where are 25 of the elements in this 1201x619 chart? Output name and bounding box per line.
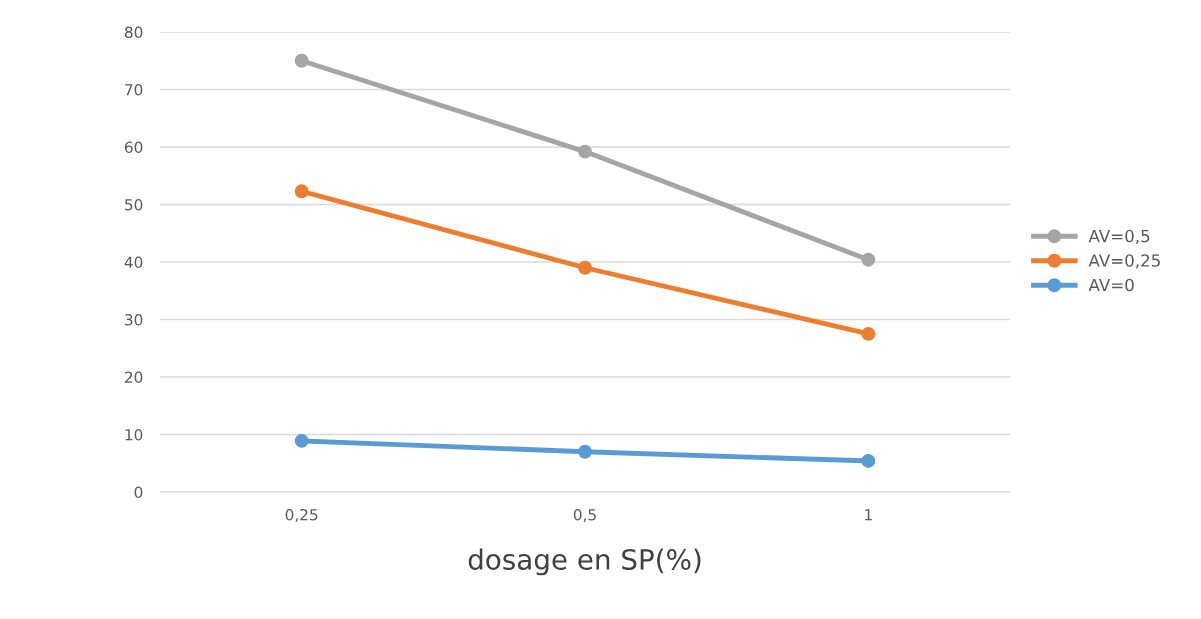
legend-label: AV=0,25 bbox=[1088, 254, 1160, 269]
y-tick-label: 80 bbox=[124, 26, 143, 39]
y-tick-label: 70 bbox=[125, 83, 143, 96]
x-tick-label: 1 bbox=[865, 509, 872, 521]
point bbox=[578, 444, 592, 459]
point bbox=[861, 326, 876, 341]
point bbox=[294, 433, 309, 448]
legend-label: AV=0 bbox=[1088, 278, 1134, 292]
y-tick-label: 0 bbox=[134, 486, 143, 499]
point bbox=[578, 144, 592, 159]
y-tick-label: 50 bbox=[125, 198, 143, 211]
point bbox=[861, 454, 876, 468]
point bbox=[294, 184, 309, 199]
point bbox=[294, 53, 309, 68]
y-tick-label: 40 bbox=[124, 256, 143, 269]
y-tick-label: 20 bbox=[125, 371, 143, 384]
y-tick-label: 60 bbox=[124, 141, 143, 154]
x-tick-label: 0,25 bbox=[285, 508, 318, 523]
y-tick-label: 10 bbox=[125, 428, 143, 441]
point bbox=[861, 252, 876, 267]
x-tick-label: 0,5 bbox=[573, 508, 596, 523]
x-axis-title: dosage en SP(%) bbox=[468, 548, 701, 576]
legend-label: AV=0,5 bbox=[1088, 229, 1150, 245]
point bbox=[578, 260, 592, 275]
y-tick-label: 30 bbox=[125, 313, 143, 326]
